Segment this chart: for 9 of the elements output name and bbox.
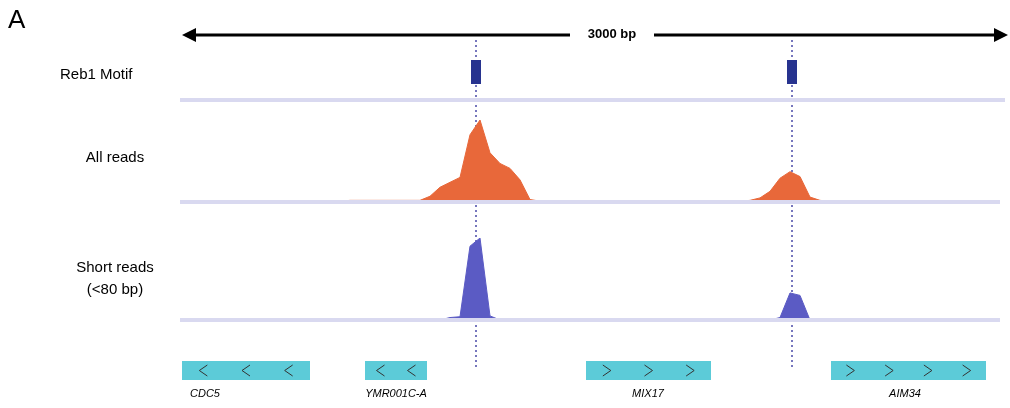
y-axis-title: All reads <box>84 147 146 167</box>
text: AIM34 <box>887 387 922 399</box>
text: Reb1 Motif <box>60 65 133 82</box>
text: CDC5 <box>189 387 221 399</box>
text: 3000 bp <box>570 26 654 41</box>
text: MIX17 <box>631 387 665 399</box>
text: A <box>8 4 26 35</box>
text: YMR001C-A <box>364 387 428 399</box>
y-axis-title: Short reads (<80 bp) <box>75 257 155 299</box>
